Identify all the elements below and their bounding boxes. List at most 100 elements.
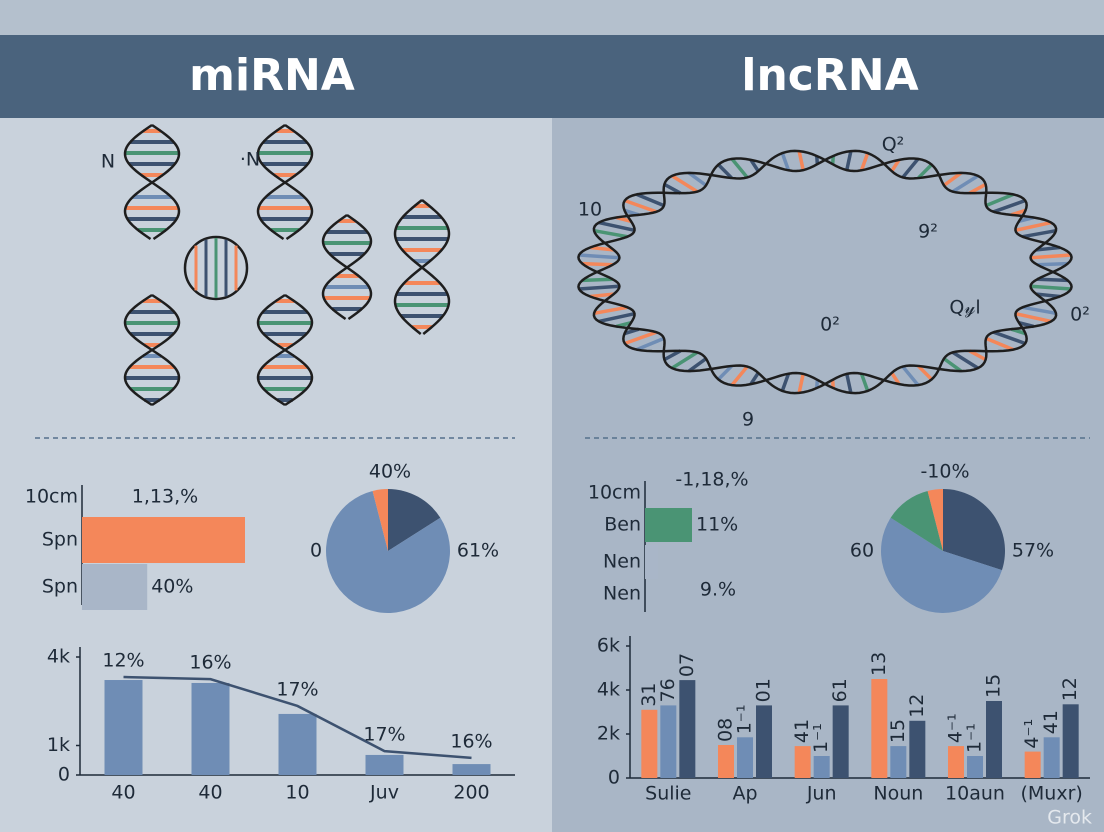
rung (942, 357, 963, 373)
category-label: Nen (603, 551, 641, 573)
annotation: 9.% (700, 579, 736, 601)
bar (718, 745, 734, 778)
annotation: 61 (829, 678, 851, 702)
bar (1043, 737, 1060, 778)
x-tick-label: 40 (111, 782, 135, 804)
x-tick-label: 10 (285, 782, 309, 804)
rung (901, 157, 920, 179)
x-tick-label: (Muxr) (1021, 783, 1083, 805)
rung (993, 198, 1026, 214)
annotation: 17% (276, 678, 318, 700)
rung (993, 330, 1026, 346)
bar (756, 705, 772, 778)
category-label: Ben (604, 514, 641, 536)
value-label: 40% (151, 576, 193, 598)
annotation: 15 (887, 719, 909, 743)
bar (104, 680, 143, 775)
rung (859, 152, 870, 171)
rung (598, 220, 635, 233)
right-title: lncRNA (741, 50, 918, 101)
bar (909, 720, 926, 778)
rung (663, 349, 682, 362)
annotation: 1⁻¹ (964, 723, 986, 753)
line (123, 675, 472, 760)
x-tick-label: Jun (806, 783, 837, 805)
rung (578, 284, 620, 291)
rung (578, 253, 620, 260)
rung (582, 261, 613, 267)
annotation: 76 (657, 678, 679, 702)
rung (636, 192, 665, 208)
rung (1015, 311, 1052, 324)
bar (1024, 751, 1041, 778)
diagram-label: 9² (918, 221, 938, 243)
rung (797, 373, 805, 394)
rung (845, 373, 853, 394)
pie-slice (890, 490, 943, 551)
y-tick-label: 4k (47, 646, 70, 668)
bar (452, 764, 491, 775)
rung (985, 336, 1014, 352)
y-tick-label: 1k (47, 734, 70, 756)
strand (183, 235, 249, 301)
left-panel (0, 118, 552, 832)
annotation: 41 (791, 719, 813, 743)
rung (1036, 245, 1060, 252)
rung (717, 364, 733, 381)
watermark: Grok (1047, 807, 1092, 829)
diagram-label: Q𝓎l (949, 297, 980, 319)
rung (780, 373, 791, 392)
value-label: 11% (696, 514, 738, 536)
x-tick-label: Ap (732, 783, 757, 805)
pie-slice (927, 489, 943, 551)
bar (813, 756, 830, 778)
bar (645, 508, 692, 542)
category-label: Spn (42, 576, 78, 598)
rung (797, 150, 805, 171)
rung (590, 292, 614, 299)
rung (663, 182, 682, 195)
diagram-label: ·N (240, 149, 260, 171)
rung (593, 305, 628, 316)
annotation: 08 (715, 718, 737, 742)
left-title: miRNA (189, 50, 355, 101)
rung (890, 158, 901, 173)
annotation: 41 (1040, 710, 1062, 734)
annotation: 16% (189, 652, 231, 674)
pie-slice (881, 517, 1002, 613)
annotation: 1,13,% (132, 486, 198, 508)
rung (845, 150, 853, 171)
annotation: 0 (310, 540, 322, 562)
rung (985, 192, 1014, 208)
rung (1030, 253, 1072, 260)
rung (582, 277, 613, 283)
strand (123, 123, 181, 241)
bar (641, 709, 658, 778)
annotation: 4⁻¹ (945, 713, 967, 743)
bar (794, 746, 811, 778)
rung (968, 349, 987, 362)
category-label: 10cm (588, 482, 641, 504)
category-label: Nen (603, 583, 641, 605)
rung (1022, 305, 1057, 316)
bar (191, 682, 230, 775)
strand (256, 293, 314, 407)
bar (871, 679, 888, 778)
rung (717, 163, 733, 180)
rung (590, 245, 614, 252)
annotation: 13 (868, 652, 890, 676)
pie-slice (372, 489, 388, 551)
rung (624, 330, 657, 346)
annotation: 1⁻¹ (734, 705, 756, 735)
annotation: 15 (983, 674, 1005, 698)
annotation: 61% (457, 540, 499, 562)
pie-slice (325, 490, 450, 613)
category-label: Spn (42, 529, 78, 551)
rung (1037, 277, 1068, 283)
diagram-label: 0² (820, 314, 840, 336)
diagram-label: 9 (742, 409, 754, 431)
x-tick-label: Juv (369, 782, 399, 804)
rung (917, 364, 933, 381)
